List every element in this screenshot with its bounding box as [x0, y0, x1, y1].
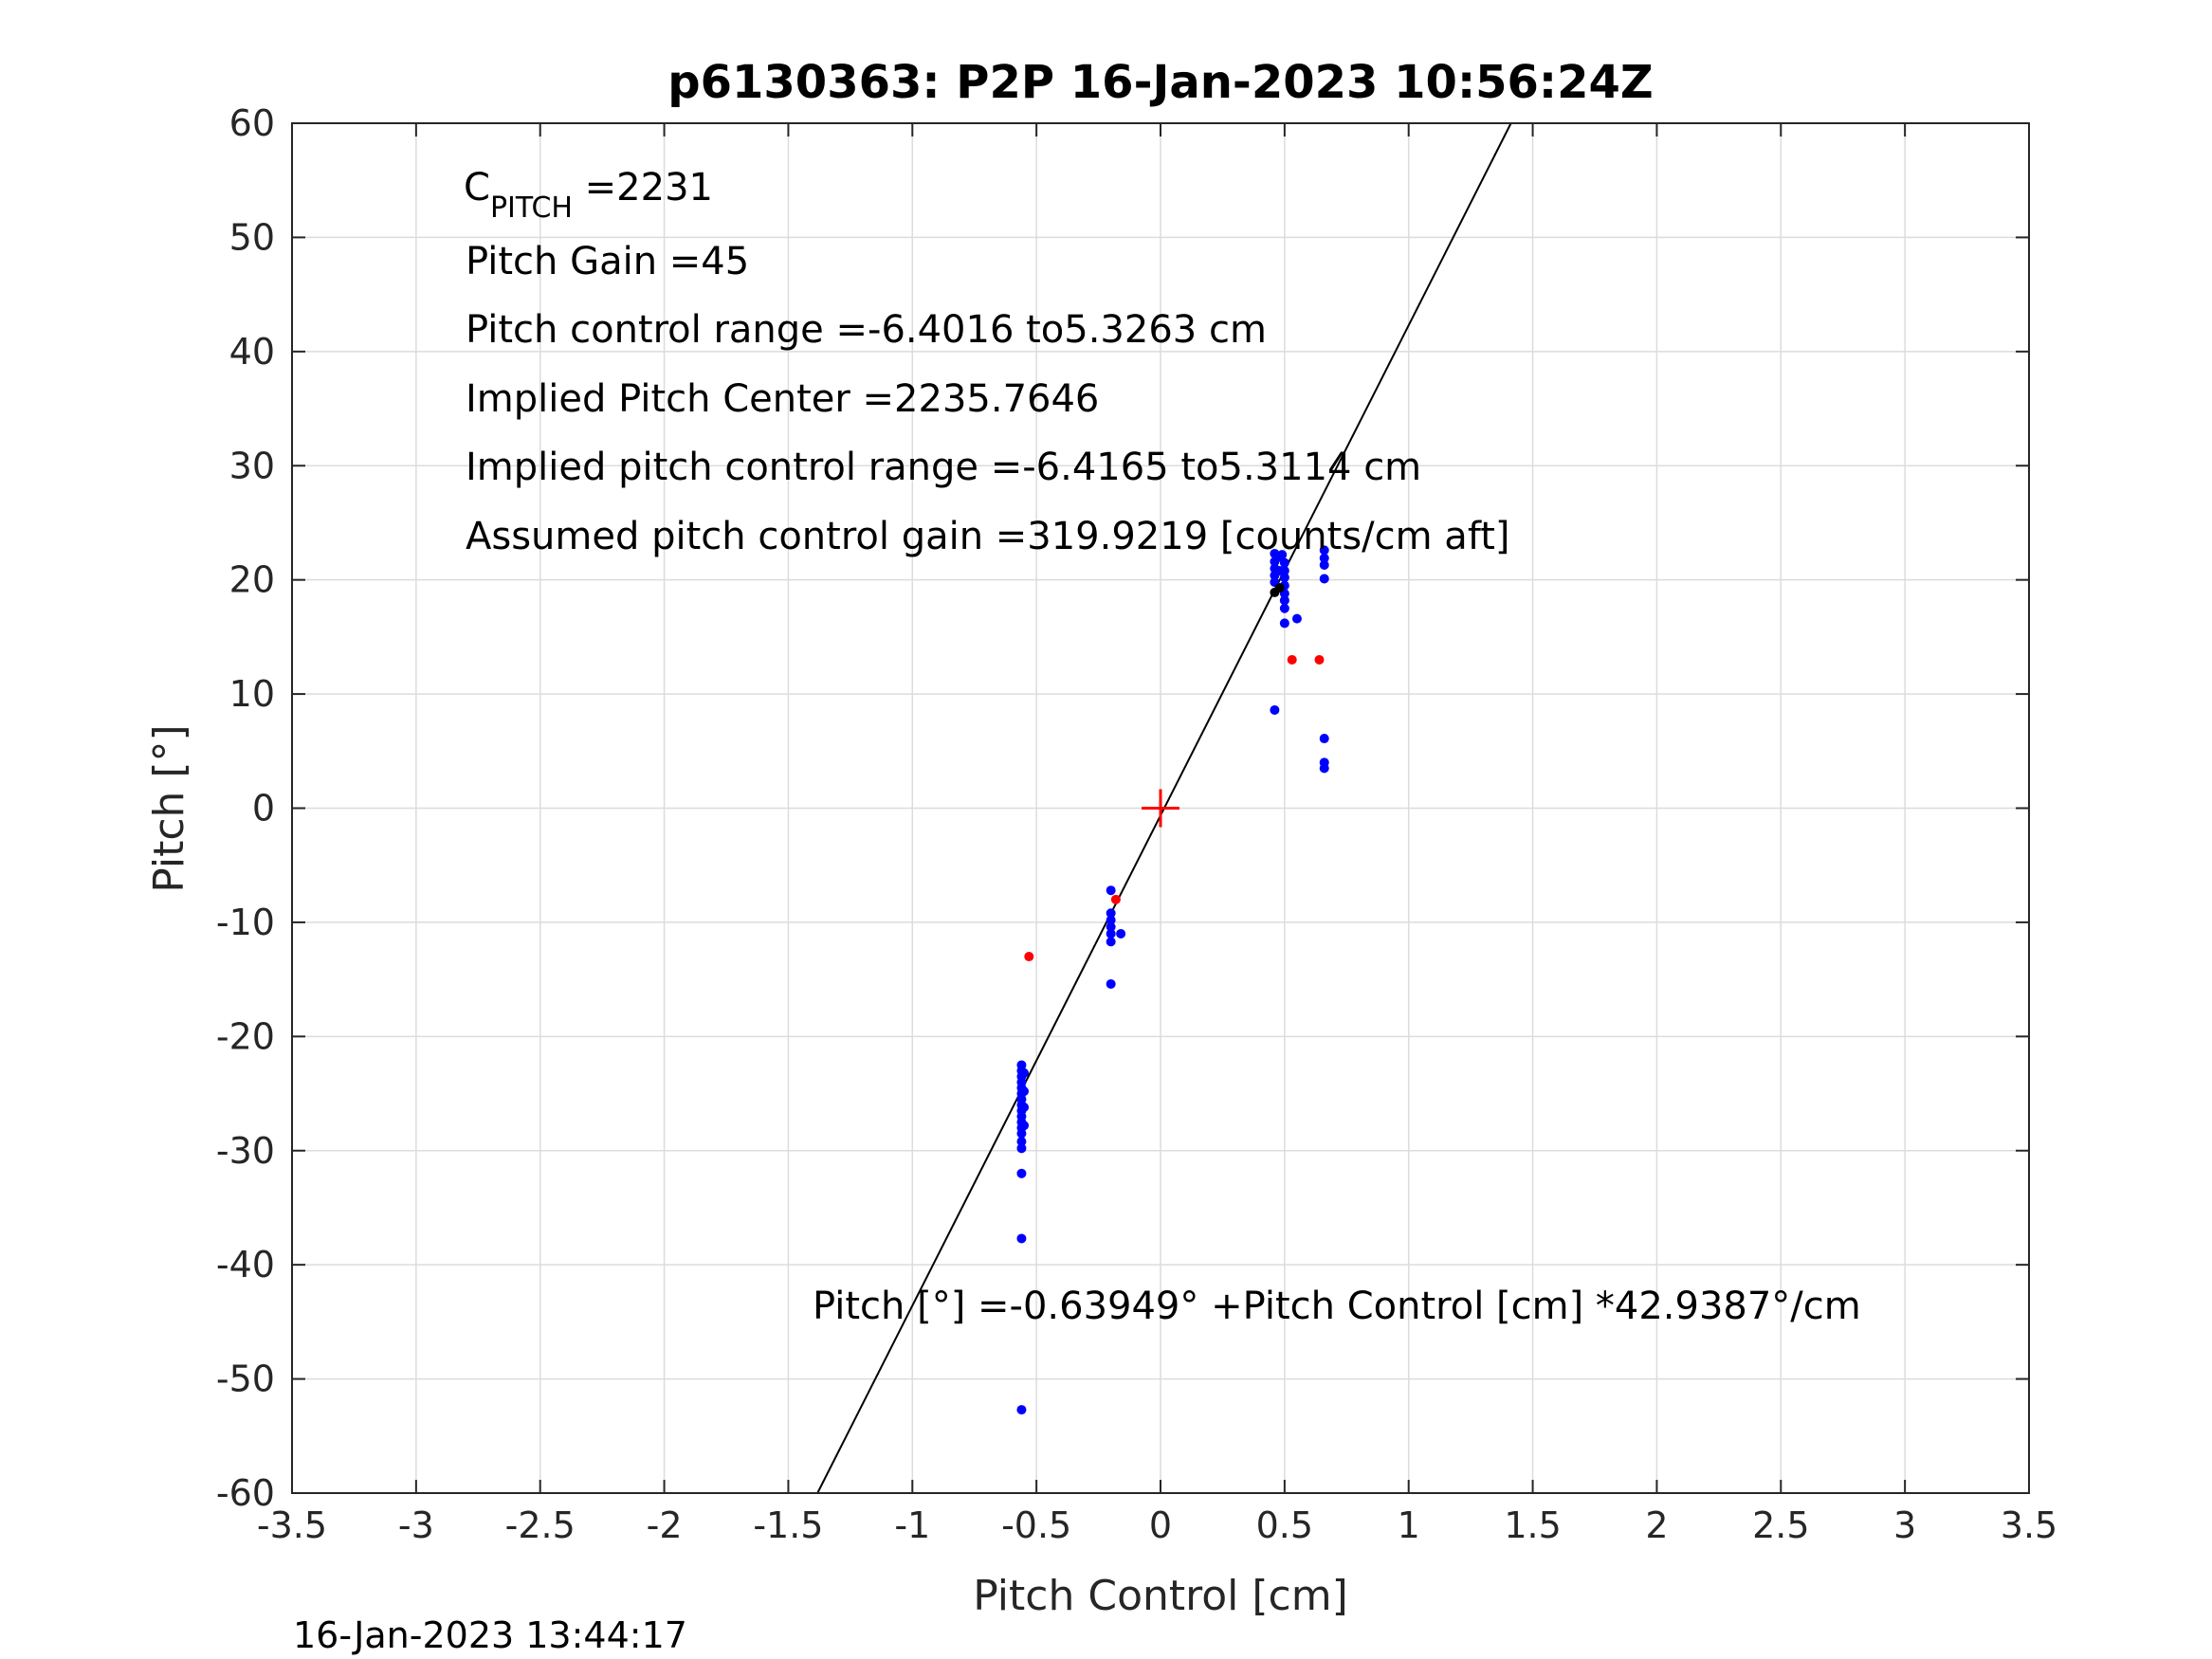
blue-data-point — [1319, 553, 1329, 563]
blue-data-point — [1277, 550, 1288, 560]
blue-data-point — [1106, 915, 1116, 925]
blue-data-point — [1106, 908, 1116, 919]
blue-data-point — [1106, 921, 1116, 932]
x-tick-label: -2.5 — [505, 1504, 576, 1546]
y-axis-label: Pitch [°] — [145, 724, 193, 892]
annotation-assumed-gain: Assumed pitch control gain =319.9219 [co… — [466, 515, 1509, 558]
x-tick-label: -1 — [894, 1504, 930, 1546]
blue-data-point — [1319, 574, 1329, 584]
blue-data-point — [1279, 573, 1289, 583]
annotation-implied-center: Implied Pitch Center =2235.7646 — [466, 377, 1099, 421]
blue-data-point — [1279, 557, 1289, 568]
axis-ticks: -3.5 -3 -2.5 -2 -1.5 -1 -0.5 0 0.5 1 1.5 2 2.5 3 3.5 -6… — [216, 102, 2057, 1546]
blue-data-point — [1279, 603, 1289, 613]
annotation-c-pitch: CPITCH =2231 — [464, 166, 713, 225]
y-tick-label: 20 — [229, 559, 275, 601]
annotation-control-range: Pitch control range =-6.4016 to5.3263 cm — [466, 308, 1267, 352]
blue-data-point — [1106, 928, 1116, 939]
blue-data-point — [1279, 618, 1289, 629]
x-tick-label: 2.5 — [1752, 1504, 1809, 1546]
blue-data-point — [1019, 1102, 1030, 1112]
blue-data-point — [1106, 978, 1116, 989]
x-tick-label: 0.5 — [1256, 1504, 1313, 1546]
y-tick-label: -10 — [216, 902, 275, 943]
blue-data-point — [1016, 1405, 1027, 1415]
y-tick-label: -30 — [216, 1130, 275, 1172]
y-tick-label: 60 — [229, 102, 275, 144]
blue-data-point — [1319, 545, 1329, 556]
blue-data-point — [1106, 937, 1116, 947]
y-tick-label: -50 — [216, 1358, 275, 1400]
y-tick-label: 30 — [229, 445, 275, 486]
x-tick-label: -3 — [398, 1504, 434, 1546]
annotation-pitch-gain: Pitch Gain =45 — [466, 240, 749, 283]
blue-data-point — [1016, 1137, 1027, 1147]
annotation-implied-range: Implied pitch control range =-6.4165 to5… — [466, 446, 1421, 489]
blue-data-point — [1106, 885, 1116, 896]
x-tick-label: -1.5 — [753, 1504, 823, 1546]
blue-data-point — [1019, 1086, 1030, 1097]
chart-title: p6130363: P2P 16-Jan-2023 10:56:24Z — [667, 56, 1653, 109]
x-tick-label: 1 — [1398, 1504, 1420, 1546]
x-tick-label: 2 — [1645, 1504, 1668, 1546]
blue-data-point — [1319, 560, 1329, 571]
red-data-point — [1287, 654, 1297, 665]
blue-data-point — [1319, 763, 1329, 774]
data-points — [1016, 545, 1329, 1415]
x-tick-label: -2 — [647, 1504, 683, 1546]
blue-data-point — [1016, 1143, 1027, 1154]
blue-data-point — [1116, 928, 1126, 939]
red-data-point — [1024, 952, 1034, 962]
x-tick-label: 3 — [1893, 1504, 1916, 1546]
red-data-point — [1110, 894, 1121, 904]
y-tick-label: 10 — [229, 673, 275, 715]
blue-data-point — [1291, 613, 1302, 624]
x-tick-label: 1.5 — [1504, 1504, 1561, 1546]
center-marker-layer — [1142, 789, 1179, 828]
x-tick-label: 0 — [1149, 1504, 1172, 1546]
x-tick-label: -3.5 — [257, 1504, 327, 1546]
red-data-point — [1314, 654, 1325, 665]
blue-data-point — [1016, 1128, 1027, 1139]
blue-data-point — [1279, 566, 1289, 576]
y-tick-label: 50 — [229, 216, 275, 258]
blue-data-point — [1016, 1233, 1027, 1244]
timestamp: 16-Jan-2023 13:44:17 — [293, 1614, 687, 1656]
blue-data-point — [1279, 595, 1289, 606]
x-tick-label: -0.5 — [1001, 1504, 1071, 1546]
c-pitch-main: C — [464, 166, 490, 210]
x-tick-label: 3.5 — [2001, 1504, 2057, 1546]
annotation-fit-equation: Pitch [°] =-0.63949° +Pitch Control [cm]… — [813, 1285, 1861, 1328]
y-tick-label: -60 — [216, 1472, 275, 1514]
blue-data-point — [1319, 734, 1329, 744]
y-tick-label: 40 — [229, 331, 275, 373]
black-data-point — [1274, 583, 1285, 593]
y-tick-label: 0 — [252, 788, 275, 830]
c-pitch-subscript: PITCH — [490, 191, 573, 225]
y-tick-label: -40 — [216, 1244, 275, 1285]
x-axis-label: Pitch Control [cm] — [973, 1572, 1348, 1620]
blue-data-point — [1270, 704, 1280, 715]
blue-data-point — [1016, 1168, 1027, 1178]
y-tick-label: -20 — [216, 1015, 275, 1057]
blue-data-point — [1019, 1121, 1030, 1131]
blue-data-point — [1019, 1067, 1030, 1078]
c-pitch-value: =2231 — [573, 166, 713, 210]
